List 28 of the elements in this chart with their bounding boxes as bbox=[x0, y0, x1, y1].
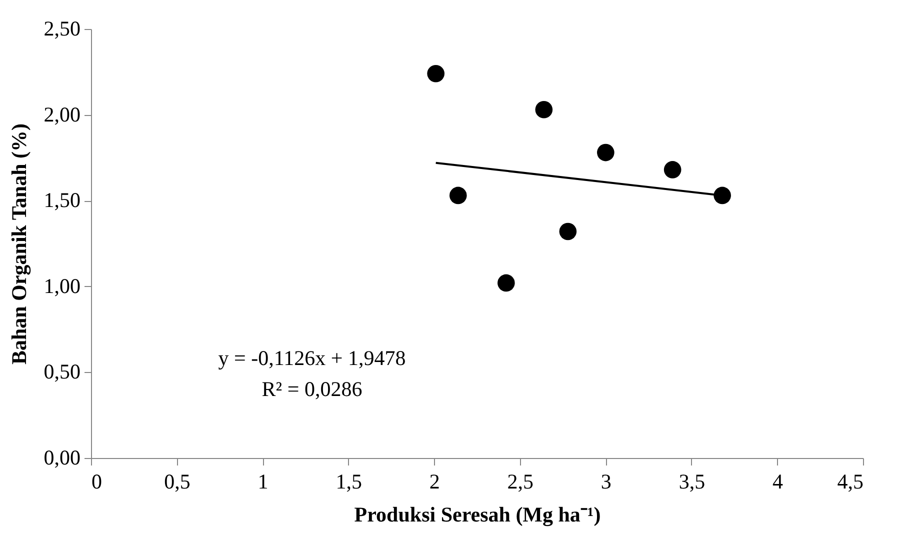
x-tick-label: 4 bbox=[772, 470, 784, 494]
annotation: R² = 0,0286 bbox=[262, 377, 362, 401]
x-tick-label: 2 bbox=[429, 470, 440, 494]
point bbox=[664, 161, 682, 178]
y-tick-label: 2,50 bbox=[44, 16, 80, 40]
y-axis-title: Bahan Organik Tanah (%) bbox=[6, 123, 31, 365]
x-tick-label: 3 bbox=[600, 470, 612, 494]
y-tick-label: 0,00 bbox=[44, 446, 80, 470]
annotation: y = -0,1126x + 1,9478 bbox=[218, 346, 406, 370]
point bbox=[535, 101, 553, 118]
point bbox=[597, 144, 614, 162]
y-tick-label: 2,00 bbox=[44, 102, 80, 126]
x-tick-label: 0 bbox=[92, 470, 102, 494]
x-tick-label: 3,5 bbox=[678, 470, 706, 494]
y-tick-label: 1,50 bbox=[44, 188, 80, 212]
x-tick-label: 1 bbox=[258, 470, 268, 494]
y-tick-label: 1,00 bbox=[44, 274, 80, 298]
x-axis-title: Produksi Seresah (Mg ha⁻¹) bbox=[354, 502, 601, 526]
point bbox=[427, 64, 444, 82]
x-tick-label: 4,5 bbox=[837, 470, 864, 494]
point bbox=[559, 222, 577, 240]
x-tick-label: 0,5 bbox=[164, 470, 190, 494]
x-tick-label: 2,5 bbox=[507, 470, 534, 494]
point bbox=[498, 274, 515, 292]
y-tick-label: 0,50 bbox=[44, 360, 80, 384]
point bbox=[714, 186, 731, 204]
x-tick-label: 1,5 bbox=[336, 470, 362, 494]
point bbox=[449, 186, 467, 204]
